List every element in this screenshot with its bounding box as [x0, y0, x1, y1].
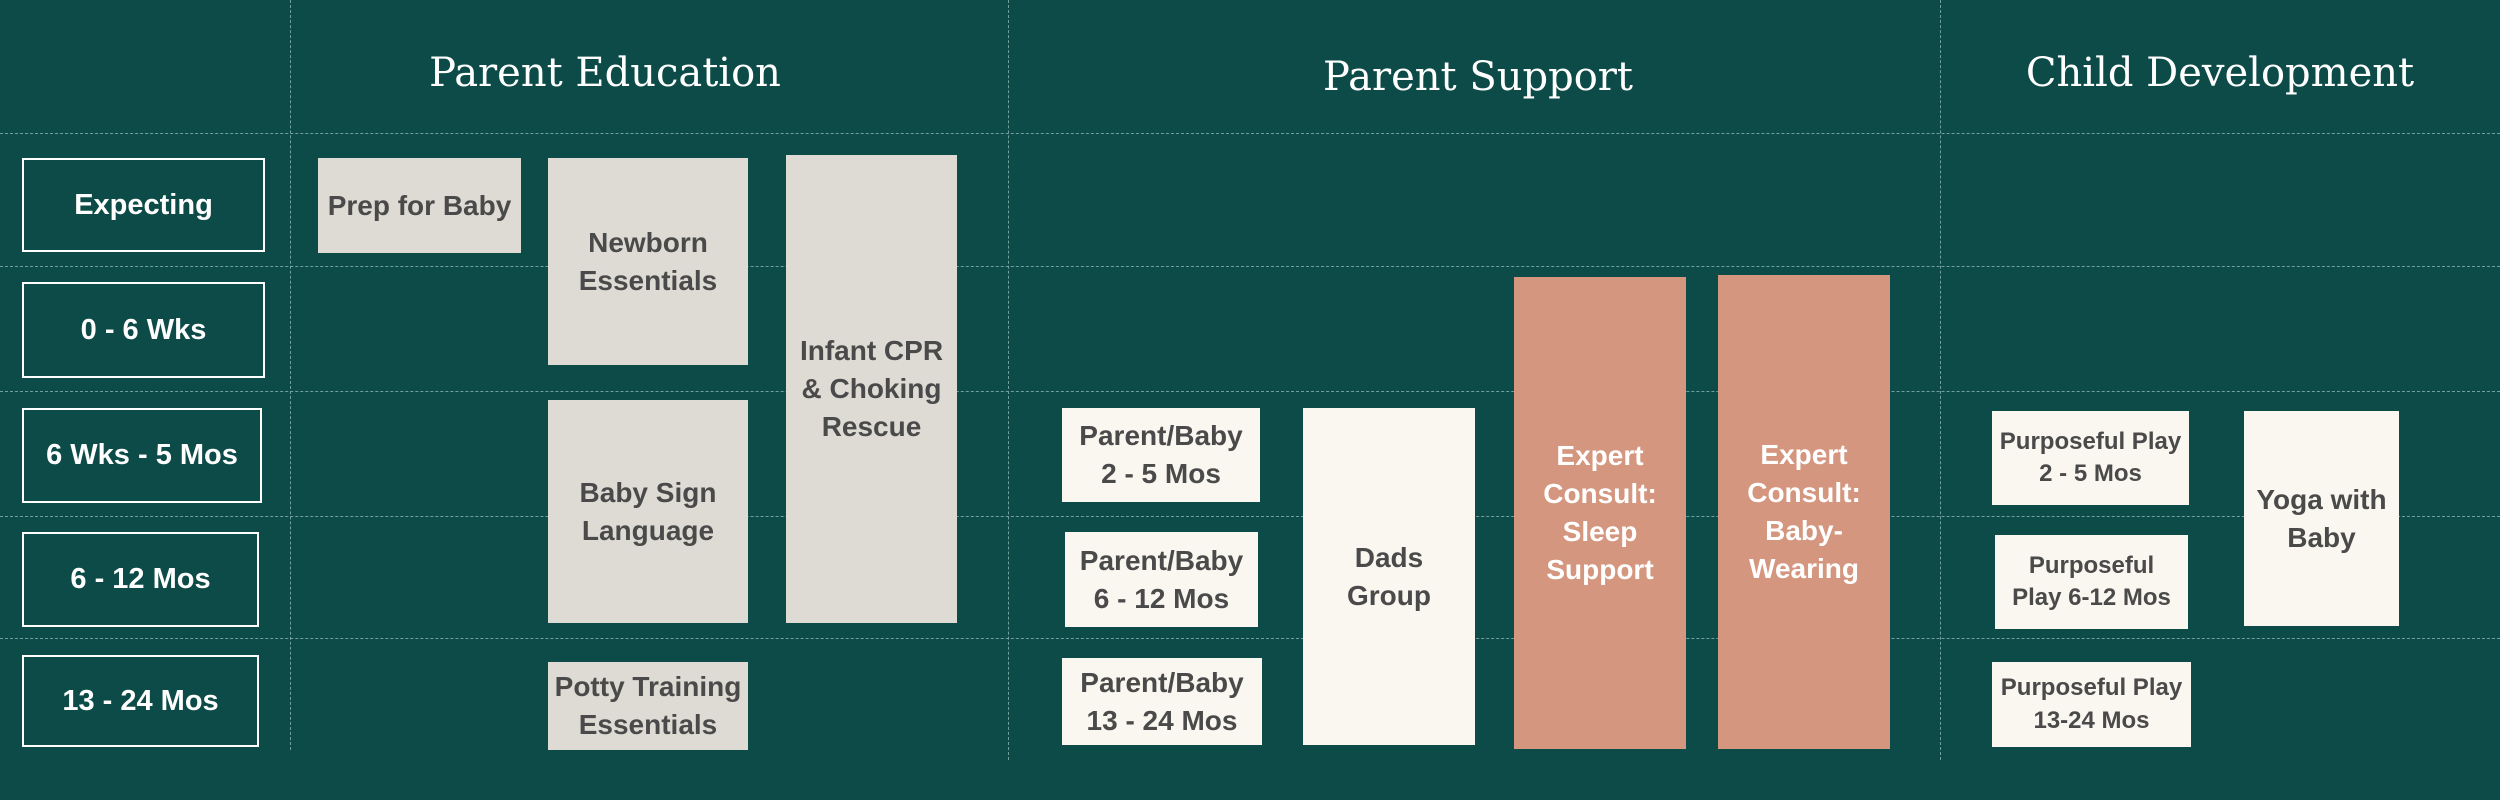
row-label-0-6-wks: 0 - 6 Wks [22, 282, 265, 378]
program-newborn-essentials: Newborn Essentials [548, 158, 748, 365]
row-divider [0, 133, 2500, 134]
column-header-parent-support: Parent Support [1323, 54, 1633, 100]
row-divider [0, 638, 2500, 639]
program-infant-cpr: Infant CPR & Choking Rescue [786, 155, 957, 623]
program-baby-sign-language: Baby Sign Language [548, 400, 748, 623]
column-header-parent-education: Parent Education [429, 50, 781, 96]
program-purposeful-play-2-5-mos: Purposeful Play 2 - 5 Mos [1992, 411, 2189, 505]
program-expert-consult-baby-wearing: Expert Consult: Baby-Wearing [1718, 275, 1890, 749]
program-parent-baby-2-5-mos: Parent/Baby 2 - 5 Mos [1062, 408, 1260, 502]
row-divider [0, 266, 2500, 267]
program-prep-for-baby: Prep for Baby [318, 158, 521, 253]
program-potty-training: Potty Training Essentials [548, 662, 748, 750]
column-divider [1940, 0, 1941, 760]
row-label-expecting: Expecting [22, 158, 265, 252]
program-dads-group: Dads Group [1303, 408, 1475, 745]
row-label-13-24-mos: 13 - 24 Mos [22, 655, 259, 747]
program-parent-baby-6-12-mos: Parent/Baby 6 - 12 Mos [1065, 532, 1258, 627]
program-parent-baby-13-24-mos: Parent/Baby 13 - 24 Mos [1062, 658, 1262, 745]
row-divider [0, 391, 2500, 392]
row-label-6-12-mos: 6 - 12 Mos [22, 532, 259, 627]
program-purposeful-play-6-12-mos: Purposeful Play 6-12 Mos [1995, 535, 2188, 629]
column-divider [1008, 0, 1009, 760]
program-yoga-with-baby: Yoga with Baby [2244, 411, 2399, 626]
column-header-child-development: Child Development [2025, 50, 2415, 96]
row-divider [0, 516, 2500, 517]
program-purposeful-play-13-24-mos: Purposeful Play 13-24 Mos [1992, 662, 2191, 747]
program-expert-consult-sleep: Expert Consult: Sleep Support [1514, 277, 1686, 749]
row-label-6-wks-5-mos: 6 Wks - 5 Mos [22, 408, 262, 503]
column-divider [290, 0, 291, 750]
